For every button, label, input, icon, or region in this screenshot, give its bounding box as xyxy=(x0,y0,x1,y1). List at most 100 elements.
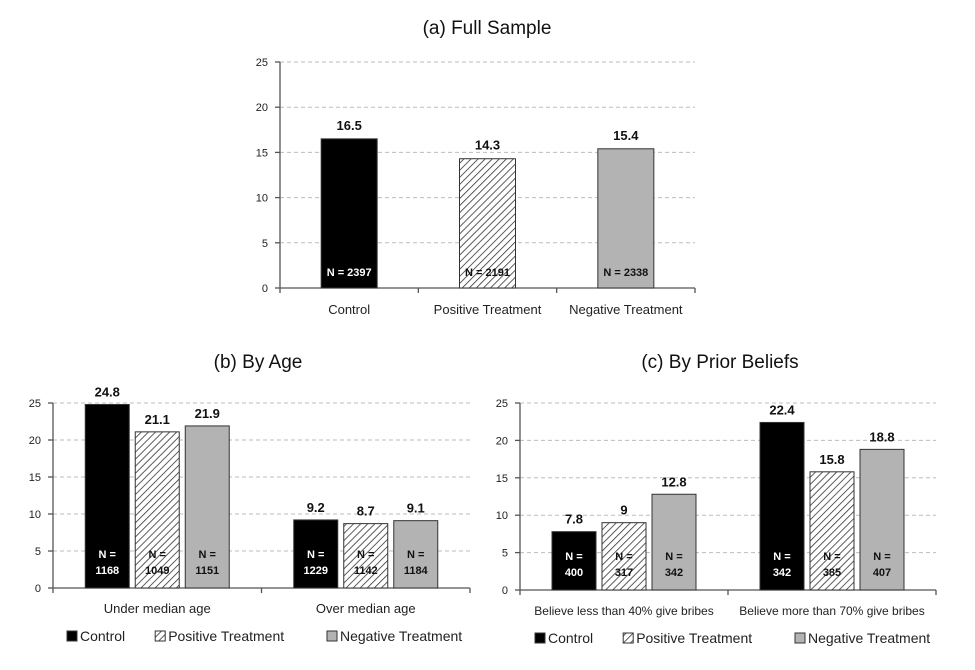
y-tick-label: 25 xyxy=(29,398,41,410)
n-label: N = 2338 xyxy=(603,267,648,279)
bar xyxy=(809,471,855,591)
legend-item: Negative Treatment xyxy=(326,628,462,644)
x-tick-label: Over median age xyxy=(316,601,416,616)
n-label: N = xyxy=(357,549,374,561)
chart-title: (b) By Age xyxy=(214,352,303,373)
data-label: 7.8 xyxy=(565,512,583,527)
n-label: 1049 xyxy=(145,565,169,577)
y-tick-label: 15 xyxy=(256,147,268,159)
bar xyxy=(859,448,905,591)
x-tick-label: Believe more than 70% give bribes xyxy=(739,604,924,618)
data-label: 8.7 xyxy=(357,504,375,519)
y-tick-label: 0 xyxy=(502,585,508,597)
y-tick-label: 15 xyxy=(29,472,41,484)
n-label: 407 xyxy=(873,567,891,579)
legend-swatch xyxy=(326,630,338,642)
n-label: 1142 xyxy=(354,565,378,577)
data-label: 18.8 xyxy=(869,429,894,444)
data-label: 22.4 xyxy=(769,402,795,417)
legend-label: Negative Treatment xyxy=(808,630,930,646)
bar xyxy=(393,520,439,589)
n-label: 1151 xyxy=(195,565,219,577)
n-label: N = 2397 xyxy=(327,267,372,279)
chart-title: (a) Full Sample xyxy=(423,18,552,39)
bar xyxy=(601,522,647,591)
bar xyxy=(320,138,378,289)
legend-swatch xyxy=(794,632,806,644)
legend-label: Control xyxy=(80,628,125,644)
legend-label: Positive Treatment xyxy=(168,628,284,644)
bar xyxy=(597,148,655,289)
panel-by-prior-beliefs: 0 5 10 15 20 25 (c) By Prior Beliefs 7.8 N = 400 9… xyxy=(496,352,937,646)
legend-swatch xyxy=(534,632,546,644)
n-label: 400 xyxy=(565,567,583,579)
y-tick-label: 10 xyxy=(256,193,268,205)
bar xyxy=(759,421,805,591)
bar xyxy=(84,403,130,589)
bar xyxy=(459,158,516,289)
legend-item: Positive Treatment xyxy=(622,630,752,646)
y-tick-label: 10 xyxy=(496,510,508,522)
n-label: N = xyxy=(149,549,166,561)
x-tick-label: Believe less than 40% give bribes xyxy=(534,604,713,618)
y-tick-label: 5 xyxy=(262,238,268,250)
n-label: N = 2191 xyxy=(465,267,510,279)
legend-label: Negative Treatment xyxy=(340,628,462,644)
x-tick-label: Control xyxy=(328,302,370,317)
n-label: N = xyxy=(615,551,632,563)
bar xyxy=(184,425,230,589)
legend-swatch xyxy=(622,632,634,644)
n-label: N = xyxy=(665,551,682,563)
y-tick-label: 20 xyxy=(29,435,41,447)
bar xyxy=(293,519,339,589)
data-label: 21.1 xyxy=(145,412,170,427)
y-tick-label: 25 xyxy=(496,398,508,410)
chart-title: (c) By Prior Beliefs xyxy=(641,352,798,373)
legend-item: Control xyxy=(66,628,125,644)
n-label: N = xyxy=(99,549,116,561)
n-label: 342 xyxy=(665,567,683,579)
bar xyxy=(134,431,180,589)
n-label: N = xyxy=(565,551,582,563)
y-tick-label: 20 xyxy=(496,435,508,447)
data-label: 15.4 xyxy=(613,128,639,143)
n-label: N = xyxy=(199,549,216,561)
y-tick-label: 5 xyxy=(35,546,41,558)
y-tick-label: 10 xyxy=(29,509,41,521)
data-label: 9.2 xyxy=(307,500,325,515)
y-tick-label: 5 xyxy=(502,548,508,560)
legend-item: Positive Treatment xyxy=(154,628,284,644)
legend-label: Control xyxy=(548,630,593,646)
x-tick-label: Positive Treatment xyxy=(434,302,542,317)
legend-item: Control xyxy=(534,630,593,646)
data-label: 16.5 xyxy=(337,118,362,133)
panel-full-sample: 0 5 10 15 20 25 (a) Full Sample 16.5 N = 2397 Con… xyxy=(256,18,696,317)
legend-swatch xyxy=(154,630,166,642)
data-label: 24.8 xyxy=(95,384,120,399)
n-label: N = xyxy=(873,551,890,563)
bar xyxy=(651,493,697,591)
data-label: 21.9 xyxy=(195,406,220,421)
y-tick-label: 15 xyxy=(496,473,508,485)
data-label: 14.3 xyxy=(475,138,500,153)
bar xyxy=(551,531,597,591)
y-tick-label: 0 xyxy=(35,583,41,595)
legend-swatch xyxy=(66,630,78,642)
data-label: 9.1 xyxy=(407,501,425,516)
data-label: 15.8 xyxy=(819,452,844,467)
n-label: N = xyxy=(307,549,324,561)
legend-item: Negative Treatment xyxy=(794,630,930,646)
n-label: 1168 xyxy=(95,565,119,577)
n-label: N = xyxy=(407,549,424,561)
n-label: 385 xyxy=(823,567,841,579)
n-label: N = xyxy=(773,551,790,563)
legend-label: Positive Treatment xyxy=(636,630,752,646)
n-label: 1184 xyxy=(404,565,429,577)
panel-by-age: 0 5 10 15 20 25 (b) By Age 24.8 N = 1168 21.1 N = 10… xyxy=(29,352,471,644)
x-tick-label: Under median age xyxy=(104,601,211,616)
y-tick-label: 20 xyxy=(256,102,268,114)
n-label: 317 xyxy=(615,567,633,579)
data-label: 9 xyxy=(620,503,627,518)
n-label: 342 xyxy=(773,567,791,579)
